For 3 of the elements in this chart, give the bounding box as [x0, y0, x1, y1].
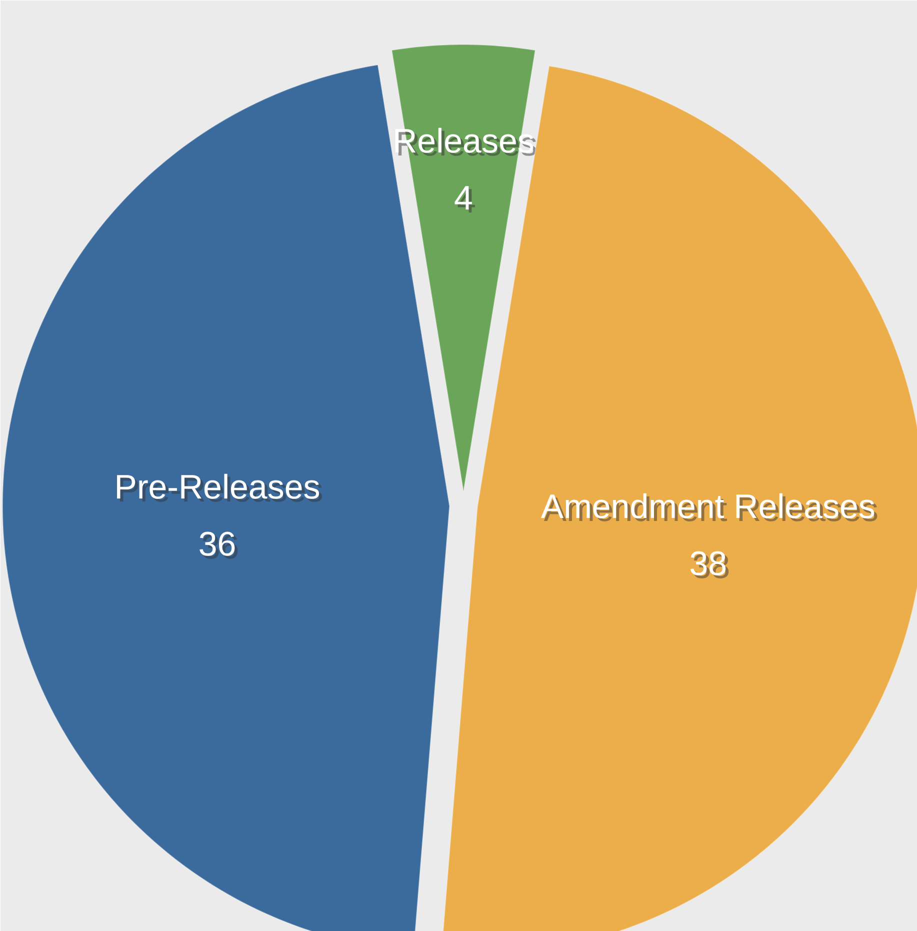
data-label: 36 [201, 528, 240, 566]
data-label: 38 [692, 548, 730, 586]
data-label: 4 [457, 182, 476, 221]
